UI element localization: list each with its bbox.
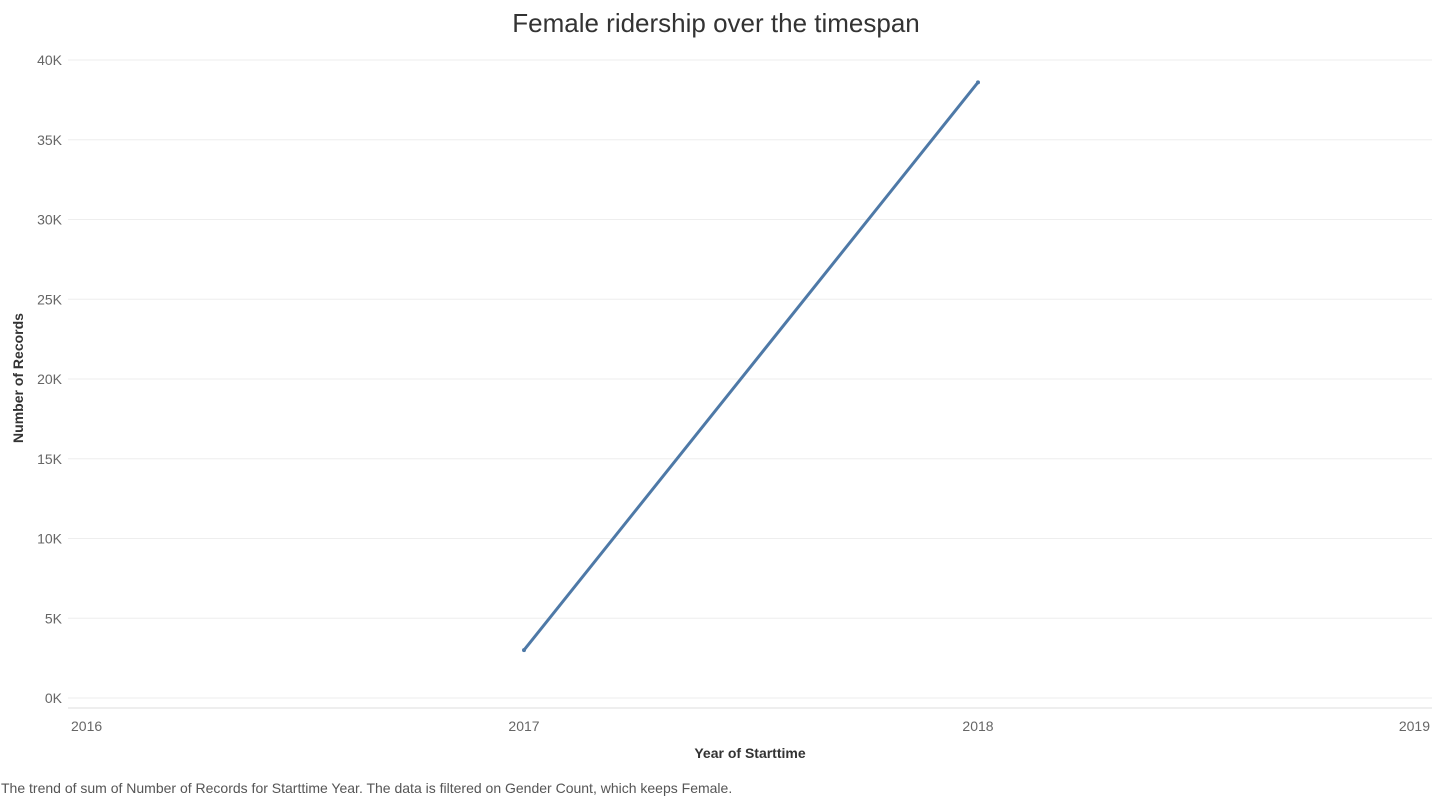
y-tick-label: 0K [45,690,63,706]
x-tick-label: 2016 [71,718,102,734]
x-axis-label: Year of Starttime [694,745,805,761]
y-tick-label: 35K [37,132,63,148]
series-layer [522,80,980,653]
x-axis-ticks: 2016 2017 2018 2019 [71,718,1430,734]
y-axis-label: Number of Records [10,313,26,443]
y-tick-label: 40K [37,52,63,68]
x-tick-label: 2019 [1399,718,1430,734]
data-point [522,648,526,653]
y-tick-label: 15K [37,451,63,467]
chart-title: Female ridership over the timespan [512,8,920,38]
y-tick-label: 5K [45,610,63,626]
y-tick-label: 20K [37,371,63,387]
y-tick-label: 25K [37,291,63,307]
series-line [522,81,980,652]
gridlines [68,59,1432,699]
y-axis-ticks: 0K 5K 10K 15K 20K 25K 30K 35K 40K [37,52,63,706]
y-tick-label: 10K [37,531,63,547]
x-tick-label: 2017 [508,718,539,734]
x-tick-label: 2018 [962,718,993,734]
y-tick-label: 30K [37,212,63,228]
data-point [976,80,980,85]
chart-caption: The trend of sum of Number of Records fo… [1,780,733,796]
chart-svg: Female ridership over the timespan 0K 5K 1… [10,8,1432,761]
